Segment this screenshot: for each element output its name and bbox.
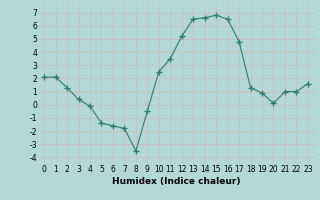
X-axis label: Humidex (Indice chaleur): Humidex (Indice chaleur) xyxy=(112,177,240,186)
